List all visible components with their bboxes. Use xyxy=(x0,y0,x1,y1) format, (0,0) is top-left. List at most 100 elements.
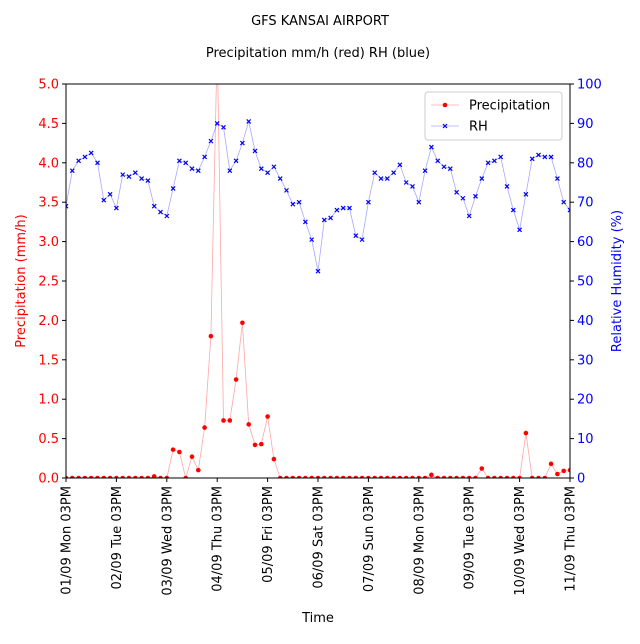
data-point xyxy=(284,475,289,478)
data-point xyxy=(101,475,107,478)
data-point xyxy=(504,184,510,189)
data-point xyxy=(435,158,441,164)
data-point xyxy=(328,215,334,221)
data-point xyxy=(548,154,554,160)
data-point xyxy=(410,184,415,189)
data-point xyxy=(88,475,94,478)
y-tick-label: 4.5 xyxy=(38,117,59,132)
data-point xyxy=(529,156,535,162)
data-point xyxy=(95,475,100,478)
data-point xyxy=(145,475,151,478)
data-point xyxy=(491,158,497,164)
data-point xyxy=(555,471,560,477)
data-point xyxy=(385,475,390,478)
y2-tick-label: 70 xyxy=(577,196,594,211)
x-tick-label: 11/09 Thu 03PM xyxy=(564,486,579,592)
data-point xyxy=(353,233,359,239)
data-point xyxy=(132,170,138,176)
data-point xyxy=(202,154,208,160)
data-point xyxy=(284,187,289,193)
data-point xyxy=(529,475,535,478)
data-point xyxy=(403,475,409,478)
data-point xyxy=(120,172,126,178)
data-point xyxy=(302,219,308,225)
data-point xyxy=(66,475,69,478)
data-point xyxy=(258,166,264,172)
data-point xyxy=(460,475,466,478)
x-tick-label: 07/09 Sun 03PM xyxy=(362,486,377,592)
data-point xyxy=(239,140,245,146)
x-tick-label: 03/09 Wed 03PM xyxy=(160,486,175,596)
data-point xyxy=(416,475,422,478)
data-point xyxy=(567,467,570,473)
data-point xyxy=(315,475,321,478)
data-point xyxy=(265,170,271,176)
data-point xyxy=(208,333,214,339)
data-point xyxy=(277,475,283,478)
data-point xyxy=(397,162,403,168)
data-point xyxy=(233,158,239,164)
y2-tick-label: 100 xyxy=(577,78,602,93)
plot-area xyxy=(66,84,570,478)
data-point xyxy=(485,475,491,478)
data-point xyxy=(479,466,485,471)
data-point xyxy=(422,475,428,478)
data-point xyxy=(139,176,145,181)
y-tick-label: 2.0 xyxy=(38,314,59,329)
data-point xyxy=(391,170,397,176)
data-point xyxy=(536,475,541,478)
data-point xyxy=(428,144,434,150)
data-point xyxy=(454,475,459,478)
data-point xyxy=(536,152,541,158)
data-point xyxy=(498,475,503,478)
data-point xyxy=(384,176,390,181)
data-point xyxy=(448,475,453,478)
x-tick-label: 06/09 Sat 03PM xyxy=(312,486,327,589)
x-tick-label: 01/09 Mon 03PM xyxy=(60,486,75,595)
data-point xyxy=(126,475,132,478)
data-point xyxy=(492,475,497,478)
data-point xyxy=(403,180,409,185)
data-point xyxy=(554,176,560,181)
legend-label: RH xyxy=(469,120,488,135)
data-point xyxy=(429,472,434,478)
data-point xyxy=(359,475,365,478)
x-tick-label: 09/09 Tue 03PM xyxy=(463,486,478,590)
data-point xyxy=(240,320,245,326)
data-point xyxy=(139,475,144,478)
data-point xyxy=(548,461,554,467)
y-tick-label: 1.5 xyxy=(38,353,59,368)
data-point xyxy=(416,199,422,205)
y2-tick-label: 60 xyxy=(577,235,594,250)
data-point xyxy=(252,442,258,448)
data-point xyxy=(353,475,359,478)
data-point xyxy=(322,475,327,478)
data-point xyxy=(202,425,207,430)
data-point xyxy=(466,213,472,219)
data-point xyxy=(366,475,371,478)
legend-label: Precipitation xyxy=(469,99,550,114)
data-point xyxy=(340,205,346,211)
data-point xyxy=(271,164,277,170)
y-tick-label: 3.0 xyxy=(38,235,59,250)
data-point xyxy=(567,207,570,213)
data-point xyxy=(183,160,189,166)
data-point xyxy=(164,213,170,219)
data-point xyxy=(113,205,119,211)
data-point xyxy=(542,154,548,160)
data-point xyxy=(391,475,396,478)
data-point xyxy=(158,475,163,478)
data-point xyxy=(265,414,270,419)
data-point xyxy=(510,207,516,213)
data-point xyxy=(214,120,220,126)
data-point xyxy=(523,191,529,197)
data-point xyxy=(227,168,233,174)
data-point xyxy=(296,199,302,205)
data-point xyxy=(372,170,378,176)
data-point xyxy=(498,154,504,160)
data-point xyxy=(271,456,277,462)
data-point xyxy=(183,475,188,478)
data-point xyxy=(441,475,447,478)
data-point xyxy=(195,168,201,174)
